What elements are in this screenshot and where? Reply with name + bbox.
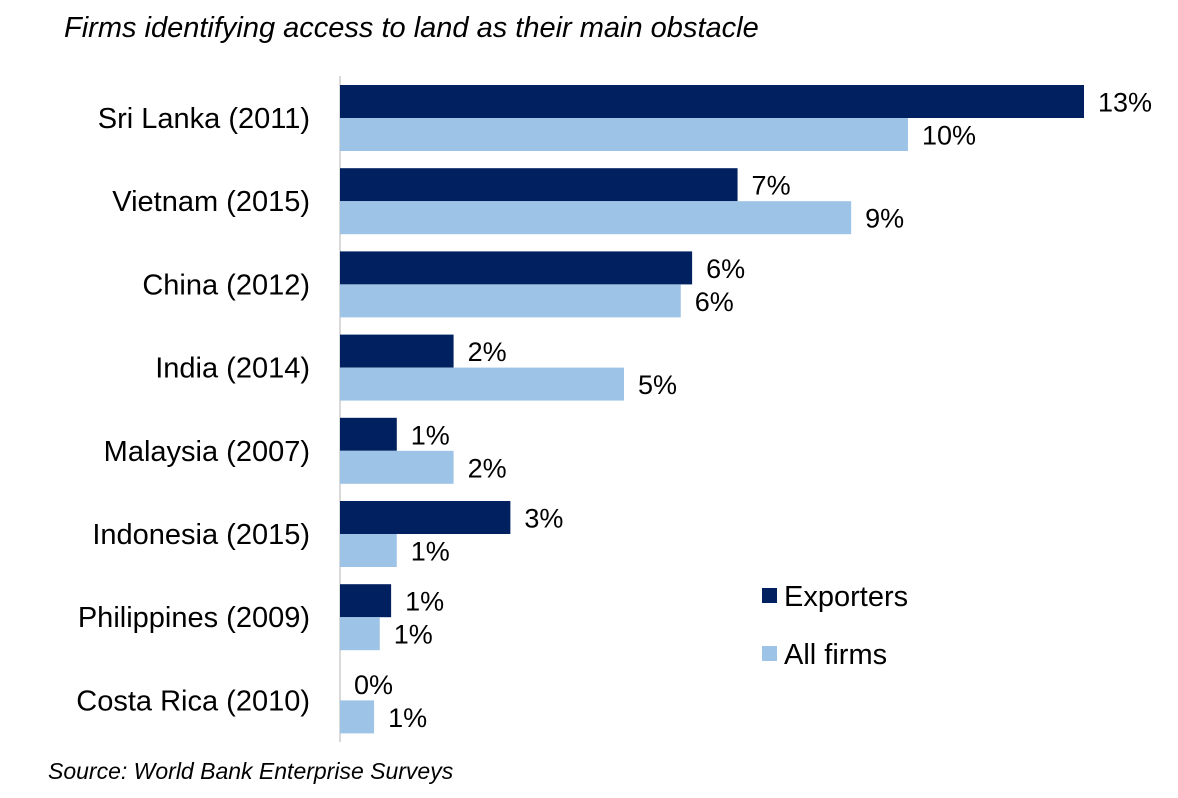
exporters-bar <box>340 334 454 368</box>
category-label: Vietnam (2015) <box>112 186 310 218</box>
all-firms-bar <box>340 118 908 151</box>
chart-title: Firms identifying access to land as thei… <box>64 12 759 44</box>
category-label: India (2014) <box>155 353 310 385</box>
all-firms-bar <box>340 201 852 235</box>
data-label: 6% <box>695 287 734 317</box>
exporters-bar <box>340 251 693 285</box>
exporters-bar <box>340 85 1084 118</box>
data-label: 0% <box>354 670 393 700</box>
data-label: 1% <box>388 703 427 733</box>
category-label: China (2012) <box>142 269 310 301</box>
bar-group: India (2014) 2% 5% <box>155 334 677 401</box>
data-label: 10% <box>922 121 976 151</box>
data-label: 1% <box>411 537 450 567</box>
bar-group: Sri Lanka (2011) 13% 10% <box>98 85 1152 151</box>
bar-group: Indonesia (2015) 3% 1% <box>92 501 563 567</box>
legend-swatch-exporters <box>762 588 777 603</box>
data-label: 13% <box>1098 88 1152 118</box>
bar-group: Philippines (2009) 1%1% <box>78 584 444 651</box>
data-label: 6% <box>706 254 745 284</box>
data-label: 2% <box>468 453 507 483</box>
exporters-bar <box>340 501 511 534</box>
bar-group: Malaysia (2007) 1% 2% <box>104 417 507 484</box>
category-label: Sri Lanka (2011) <box>98 103 310 135</box>
legend-label-all-firms: All firms <box>784 639 887 671</box>
legend-label-exporters: Exporters <box>784 581 908 613</box>
category-label: Indonesia (2015) <box>92 519 310 551</box>
chart-source: Source: World Bank Enterprise Surveys <box>48 758 454 784</box>
exporters-bar <box>340 417 397 451</box>
exporters-bar <box>340 168 738 202</box>
data-label: 1% <box>394 620 433 650</box>
category-label: Costa Rica (2010) <box>76 685 310 717</box>
data-label: 1% <box>405 587 444 617</box>
data-label: 1% <box>411 420 450 450</box>
all-firms-bar <box>340 367 624 401</box>
data-label: 3% <box>524 504 563 534</box>
all-firms-bar <box>340 700 375 734</box>
legend: Exporters All firms <box>762 581 908 671</box>
all-firms-bar <box>340 284 681 318</box>
bar-group: Vietnam (2015) 7% 9% <box>112 168 904 235</box>
data-label: 7% <box>752 171 791 201</box>
legend-swatch-all-firms <box>762 646 777 661</box>
all-firms-bar <box>340 450 454 484</box>
category-label: Malaysia (2007) <box>104 436 310 468</box>
category-label: Philippines (2009) <box>78 602 310 634</box>
exporters-bar <box>340 584 392 618</box>
data-label: 9% <box>865 204 904 234</box>
all-firms-bar <box>340 534 397 567</box>
bar-group: Costa Rica (2010) 0%1% <box>76 670 427 734</box>
all-firms-bar <box>340 617 380 651</box>
data-label: 2% <box>468 337 507 367</box>
bar-group: China (2012) 6%6% <box>142 251 745 318</box>
data-label: 5% <box>638 370 677 400</box>
